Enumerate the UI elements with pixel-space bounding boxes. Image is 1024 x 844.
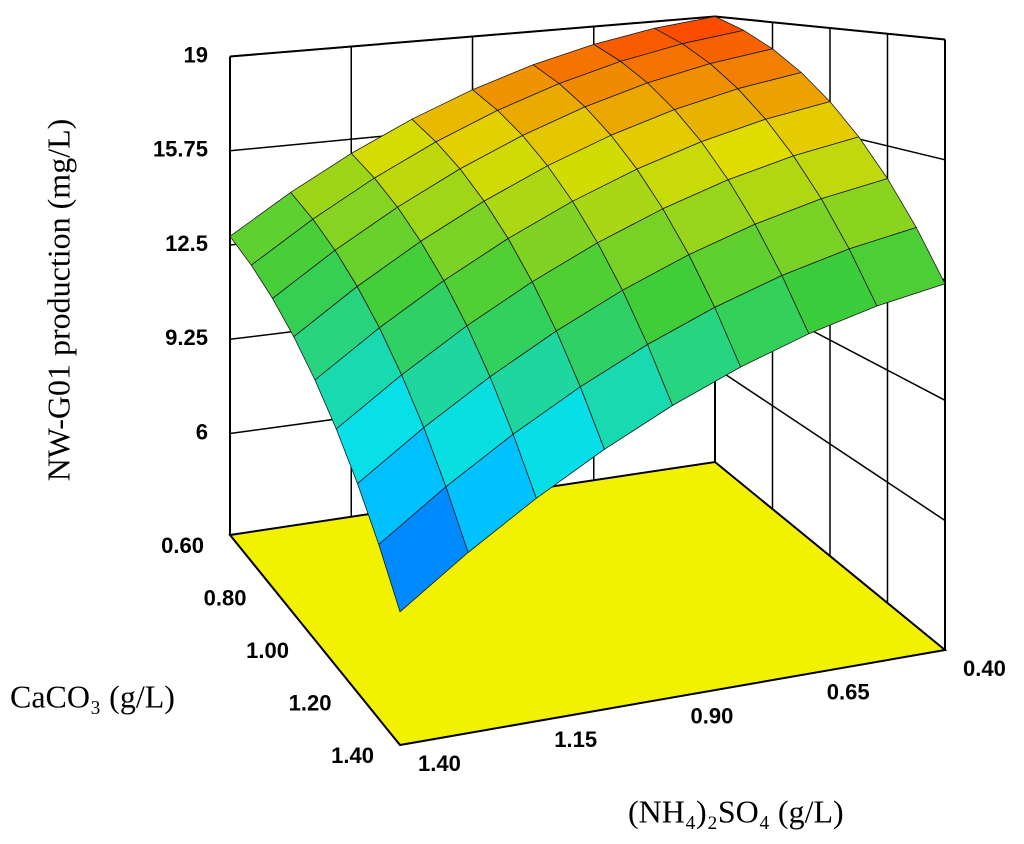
z-tick-label: 15.75 [153, 137, 208, 162]
z-tick-label: 12.5 [165, 231, 208, 256]
z-tick-label: 9.25 [165, 325, 208, 350]
y-tick-label: 0.40 [963, 656, 1006, 681]
x-tick-label: 1.00 [246, 638, 289, 663]
x-tick-label: 0.60 [161, 533, 204, 558]
y-tick-label: 1.40 [418, 751, 461, 776]
z-axis-title: NW-G01 production (mg/L) [40, 119, 76, 482]
y-axis-title: (NH₄)₂SO₄ (g/L) [628, 793, 844, 829]
z-tick-label: 19 [184, 42, 208, 67]
x-tick-label: 0.80 [204, 585, 247, 610]
y-tick-label: 0.90 [691, 703, 734, 728]
x-axis-title: CaCO₃ (g/L) [10, 678, 175, 714]
x-tick-label: 1.40 [331, 743, 374, 768]
surface-cell [378, 486, 469, 613]
y-tick-label: 0.65 [827, 680, 870, 705]
y-tick-label: 1.15 [554, 727, 597, 752]
z-tick-label: 6 [196, 419, 208, 444]
x-tick-label: 1.20 [289, 690, 332, 715]
